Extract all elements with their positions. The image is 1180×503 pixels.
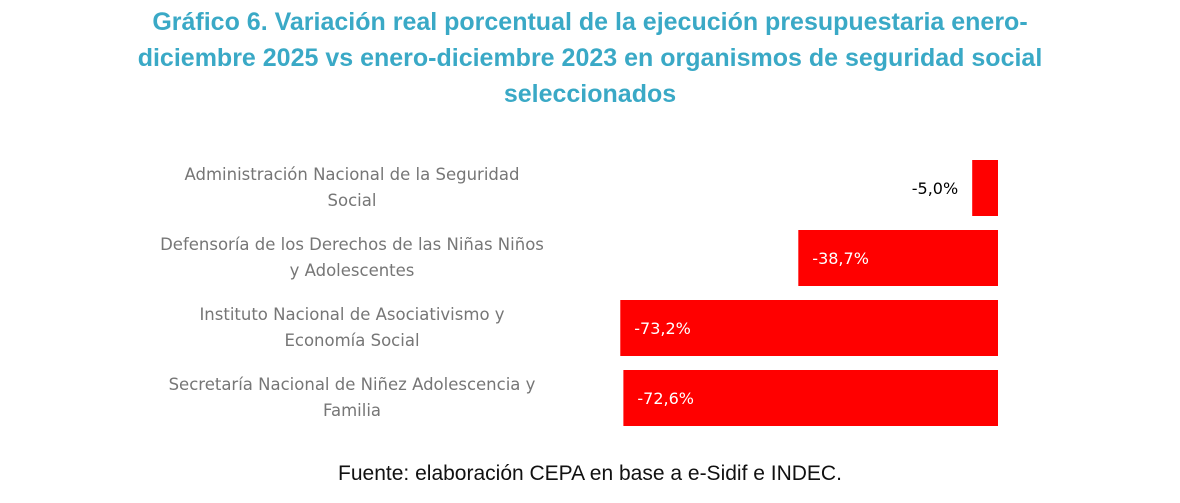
bar [798,230,998,286]
category-label: Administración Nacional de la Seguridad … [132,162,572,214]
chart-title-line: diciembre 2025 vs enero-diciembre 2023 e… [137,44,1043,72]
category-label: Defensoría de los Derechos de las Niñas … [132,232,572,284]
category-label: Instituto Nacional de Asociativismo y Ec… [132,302,572,354]
bar [972,160,998,216]
data-label: -5,0% [912,179,958,198]
data-label: -73,2% [634,319,691,338]
chart-title-line: seleccionados [503,80,677,108]
bar [620,300,998,356]
data-label: -38,7% [812,249,869,268]
category-label-line: Instituto Nacional de Asociativismo y [199,305,505,324]
bar [623,370,998,426]
data-label: -72,6% [637,389,694,408]
chart-title-line: Gráfico 6. Variación real porcentual de … [152,8,1028,36]
category-label-line: Secretaría Nacional de Niñez Adolescenci… [168,375,536,394]
category-label-line: Social [327,191,377,210]
category-label-line: Administración Nacional de la Seguridad [184,165,520,184]
category-label-line: y Adolescentes [289,261,415,280]
category-label-line: Defensoría de los Derechos de las Niñas … [160,235,544,254]
category-label-line: Familia [322,401,382,420]
chart-title: Gráfico 6. Variación real porcentual de … [40,4,1140,112]
category-label: Secretaría Nacional de Niñez Adolescenci… [132,372,572,424]
source-note: Fuente: elaboración CEPA en base a e-Sid… [338,462,842,485]
category-label-line: Economía Social [284,331,420,350]
